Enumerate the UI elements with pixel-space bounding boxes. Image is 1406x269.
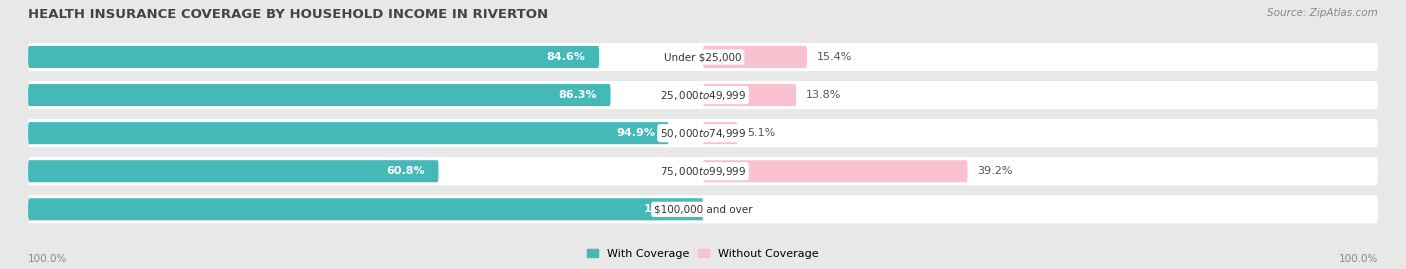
Text: $50,000 to $74,999: $50,000 to $74,999: [659, 127, 747, 140]
FancyBboxPatch shape: [28, 119, 1378, 147]
Legend: With Coverage, Without Coverage: With Coverage, Without Coverage: [582, 245, 824, 263]
Text: Under $25,000: Under $25,000: [664, 52, 742, 62]
Text: 5.1%: 5.1%: [748, 128, 776, 138]
FancyBboxPatch shape: [703, 84, 796, 106]
FancyBboxPatch shape: [28, 157, 1378, 185]
FancyBboxPatch shape: [28, 122, 669, 144]
FancyBboxPatch shape: [28, 43, 1378, 71]
Text: 84.6%: 84.6%: [547, 52, 585, 62]
Text: 100.0%: 100.0%: [1339, 254, 1378, 264]
Text: Source: ZipAtlas.com: Source: ZipAtlas.com: [1267, 8, 1378, 18]
Text: 100.0%: 100.0%: [28, 254, 67, 264]
FancyBboxPatch shape: [28, 160, 439, 182]
FancyBboxPatch shape: [702, 198, 704, 220]
FancyBboxPatch shape: [703, 160, 967, 182]
Text: 15.4%: 15.4%: [817, 52, 852, 62]
FancyBboxPatch shape: [28, 81, 1378, 109]
Text: 86.3%: 86.3%: [558, 90, 598, 100]
Text: $100,000 and over: $100,000 and over: [654, 204, 752, 214]
FancyBboxPatch shape: [703, 122, 737, 144]
Text: 0.0%: 0.0%: [713, 204, 741, 214]
Text: 39.2%: 39.2%: [977, 166, 1014, 176]
Text: HEALTH INSURANCE COVERAGE BY HOUSEHOLD INCOME IN RIVERTON: HEALTH INSURANCE COVERAGE BY HOUSEHOLD I…: [28, 8, 548, 21]
Text: 60.8%: 60.8%: [387, 166, 425, 176]
FancyBboxPatch shape: [28, 46, 599, 68]
FancyBboxPatch shape: [28, 84, 610, 106]
Text: 100.0%: 100.0%: [644, 204, 689, 214]
FancyBboxPatch shape: [28, 195, 1378, 223]
Text: $75,000 to $99,999: $75,000 to $99,999: [659, 165, 747, 178]
Text: 94.9%: 94.9%: [616, 128, 655, 138]
Text: 13.8%: 13.8%: [806, 90, 842, 100]
Text: $25,000 to $49,999: $25,000 to $49,999: [659, 89, 747, 102]
FancyBboxPatch shape: [28, 198, 703, 220]
FancyBboxPatch shape: [703, 46, 807, 68]
